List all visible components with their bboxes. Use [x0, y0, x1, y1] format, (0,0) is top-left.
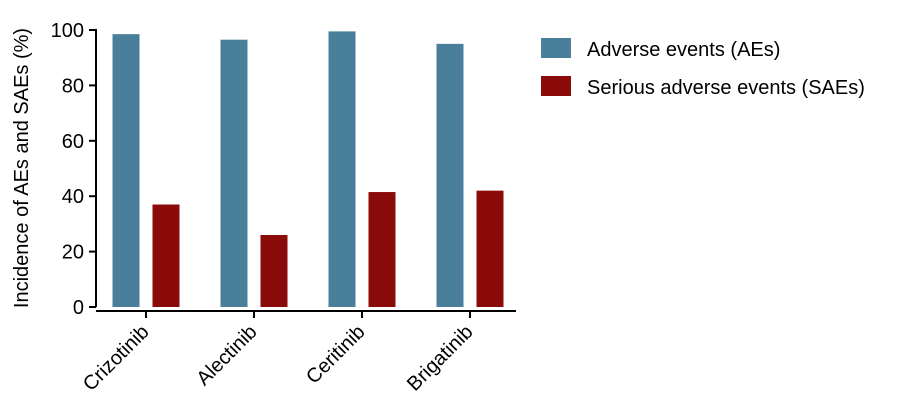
y-tick-label: 80	[62, 75, 84, 97]
bar-aes-crizotinib	[112, 34, 140, 307]
y-tick-label: 40	[62, 186, 84, 208]
legend-swatch	[541, 38, 571, 58]
bar-series	[112, 31, 504, 307]
legend: Adverse events (AEs) Serious adverse even…	[541, 38, 865, 99]
bar-saes-ceritinib	[368, 192, 396, 307]
y-axis: 0 20 40 60 80 100	[51, 20, 97, 319]
y-tick-label: 100	[51, 20, 84, 42]
y-tick-label: 20	[62, 242, 84, 264]
legend-swatch	[541, 76, 571, 96]
x-tick-label: Crizotinib	[79, 321, 154, 396]
x-tick-label: Alectinib	[193, 321, 262, 390]
bar-aes-ceritinib	[328, 31, 356, 307]
bar-aes-alectinib	[220, 39, 248, 307]
bar-saes-alectinib	[260, 234, 288, 307]
legend-label: Serious adverse events (SAEs)	[587, 77, 865, 99]
bar-saes-brigatinib	[476, 190, 504, 307]
bar-aes-brigatinib	[436, 43, 464, 307]
x-tick-label: Ceritinib	[302, 321, 369, 388]
x-axis: Crizotinib Alectinib Ceritinib Brigatinib	[79, 310, 516, 396]
y-tick-label: 60	[62, 131, 84, 153]
y-axis-title: Incidence of AEs and SAEs (%)	[11, 28, 33, 308]
legend-label: Adverse events (AEs)	[587, 39, 780, 61]
x-tick-label: Brigatinib	[403, 321, 478, 396]
y-tick-label: 0	[73, 297, 84, 319]
bar-saes-crizotinib	[152, 204, 180, 307]
